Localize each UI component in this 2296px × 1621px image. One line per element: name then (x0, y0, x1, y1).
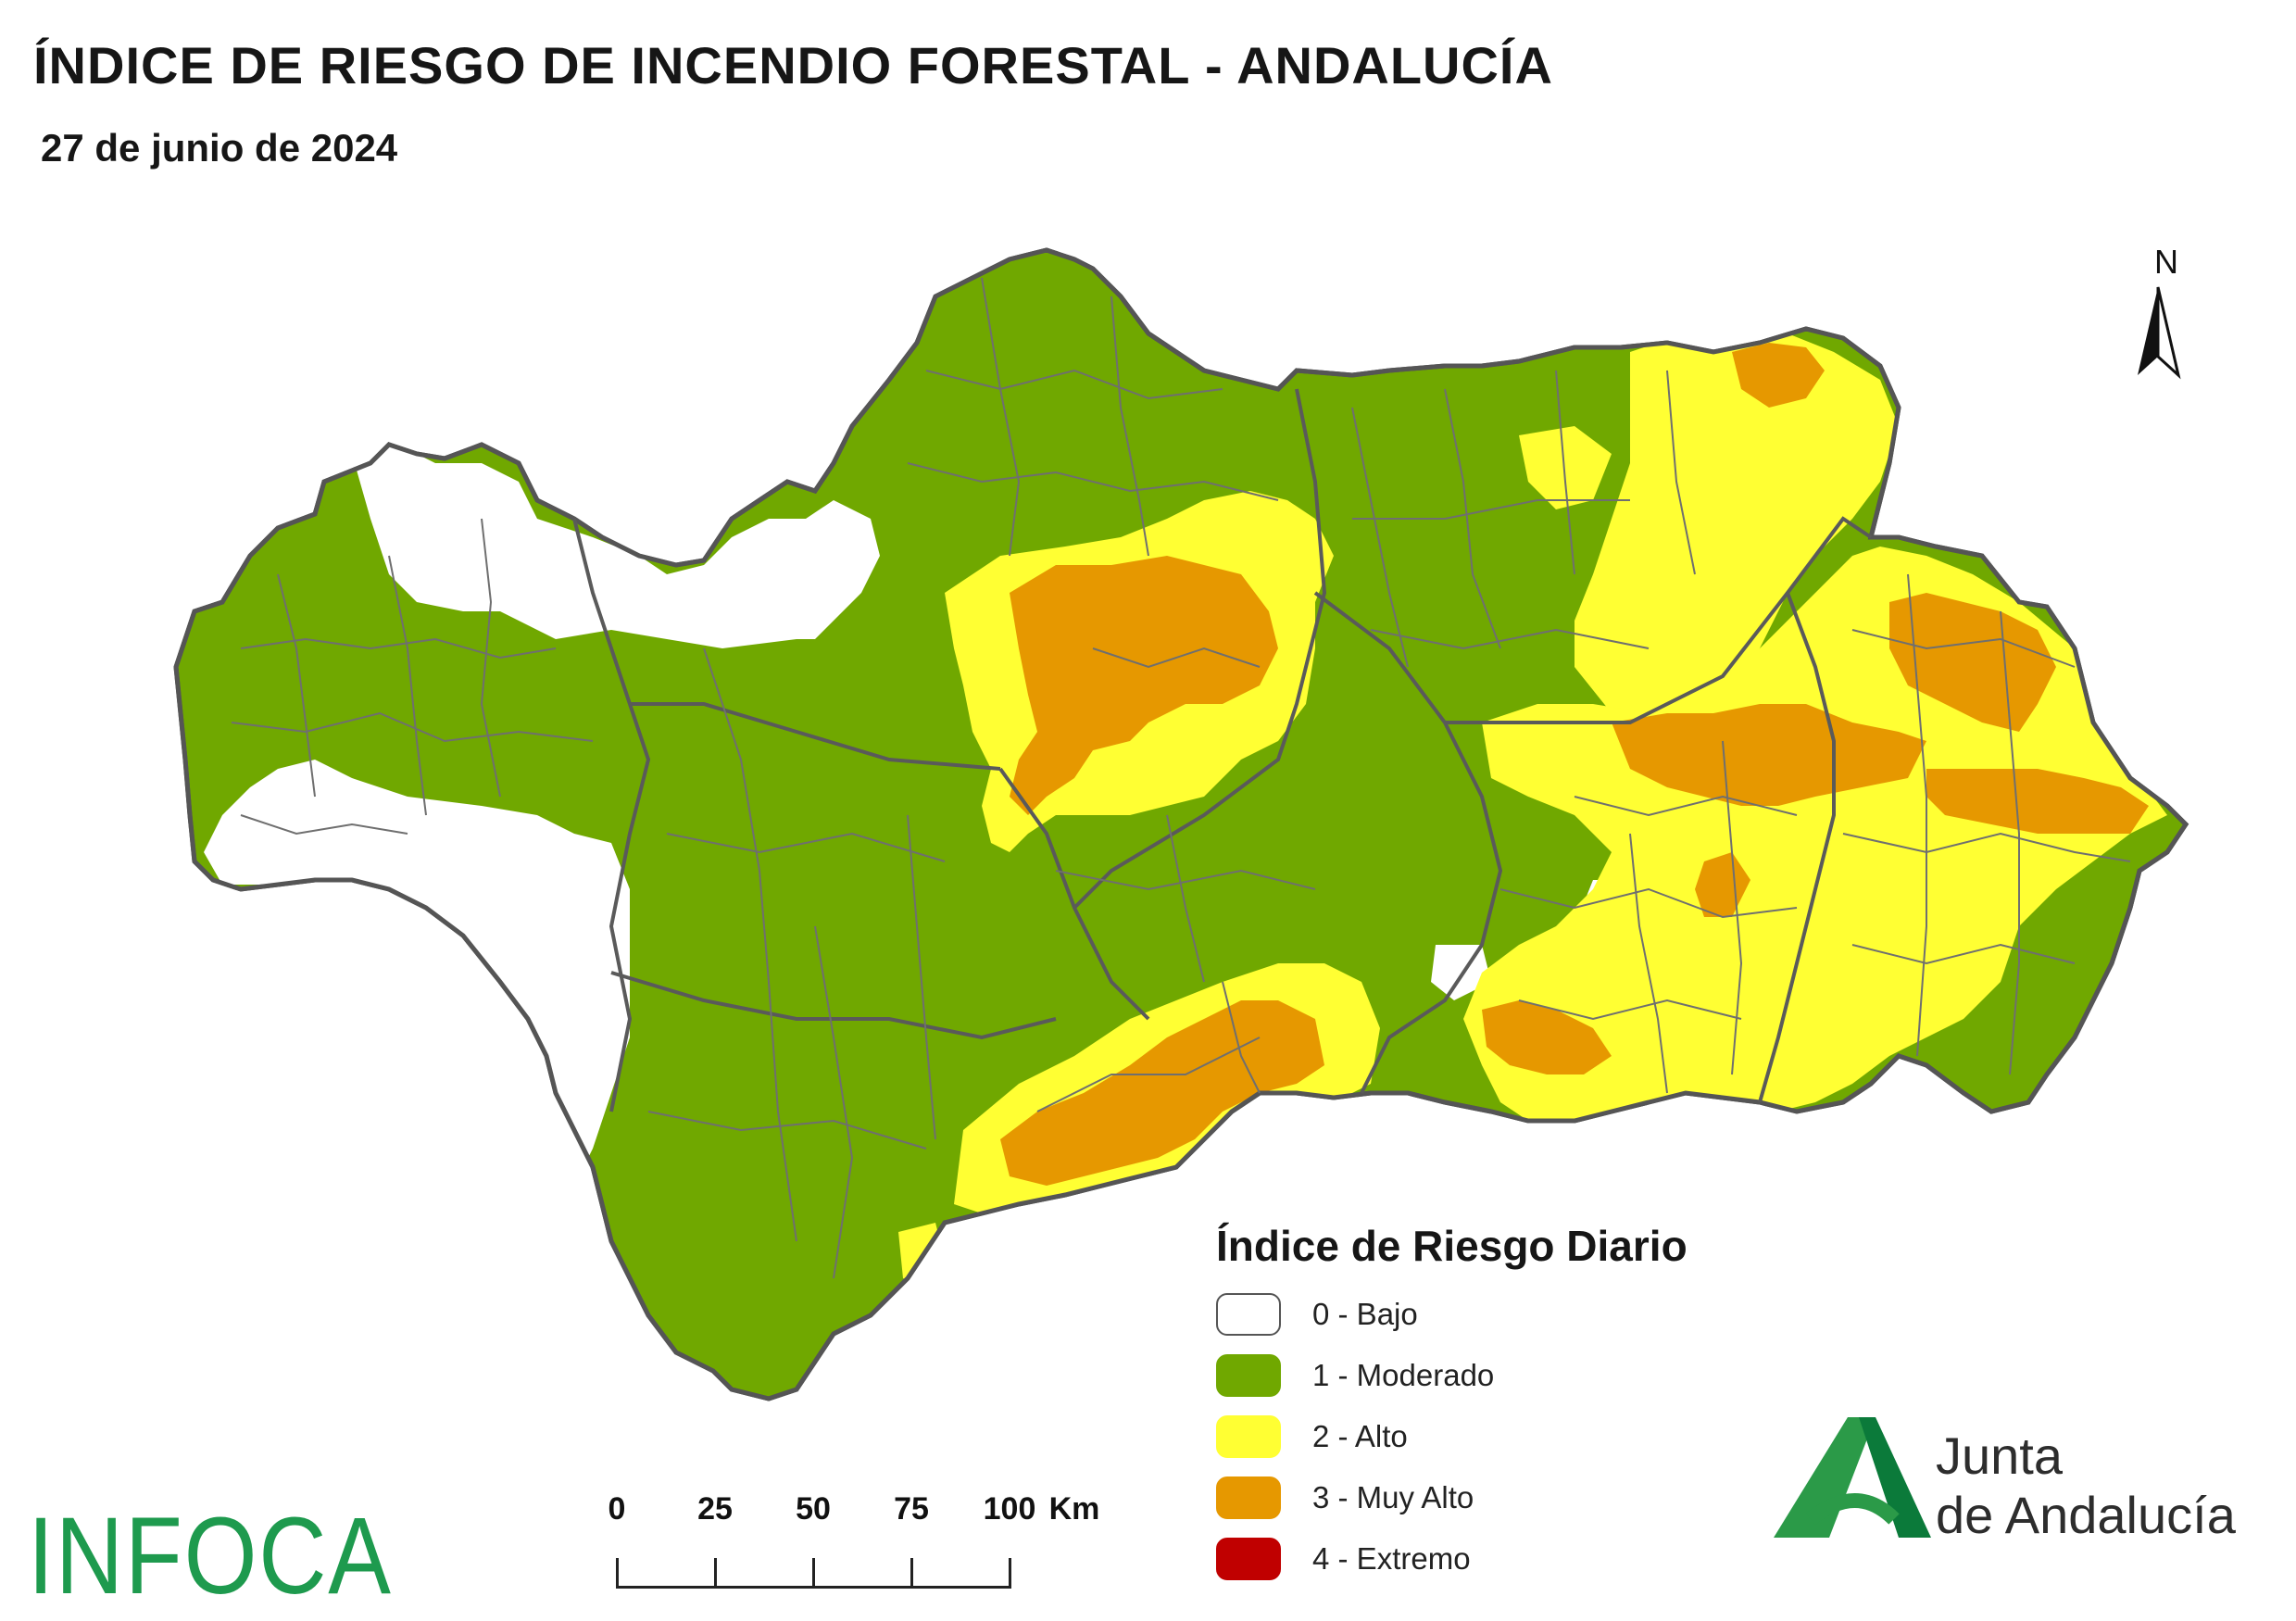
scale-label-0: 0 (608, 1491, 626, 1527)
zone-bajo-sierra (1431, 945, 1491, 1000)
zone-alto-jaen-east (1575, 333, 1899, 723)
legend: Índice de Riesgo Diario 0 - Bajo 1 - Mod… (1216, 1221, 1687, 1597)
junta-andalucia-logo-icon (1774, 1417, 1931, 1538)
scale-label-50: 50 (796, 1491, 831, 1527)
zone-bajo-huelva-coast (204, 760, 630, 1186)
scale-bar: 0 25 50 75 100 Km (602, 1491, 1099, 1602)
legend-swatch-bajo (1216, 1293, 1281, 1336)
scale-tick (1009, 1558, 1011, 1589)
scale-label-25: 25 (697, 1491, 733, 1527)
municipal-boundaries (231, 277, 2131, 1279)
scale-tick (616, 1558, 619, 1589)
zone-muyalto-granada-coast (1482, 1000, 1612, 1074)
legend-item-alto: 2 - Alto (1216, 1414, 1687, 1460)
scale-tick (714, 1558, 717, 1589)
legend-swatch-moderado (1216, 1354, 1281, 1397)
north-label: N (2154, 243, 2178, 281)
region-outline (173, 247, 2189, 1401)
zone-muyalto-almeria (1889, 593, 2056, 732)
infoca-logo: INFOCA (28, 1495, 393, 1617)
legend-item-extremo: 4 - Extremo (1216, 1536, 1687, 1582)
map-title: ÍNDICE DE RIESGO DE INCENDIO FORESTAL - … (33, 36, 1553, 94)
zone-muyalto-granada (1612, 704, 1926, 806)
legend-label-alto: 2 - Alto (1312, 1419, 1408, 1453)
legend-label-muy-alto: 3 - Muy Alto (1312, 1480, 1474, 1514)
province-boundaries (572, 388, 1873, 1112)
scale-tick (812, 1558, 815, 1589)
legend-swatch-alto (1216, 1415, 1281, 1458)
legend-label-extremo: 4 - Extremo (1312, 1541, 1471, 1576)
north-arrow (2138, 286, 2181, 380)
junta-logo-line2: de Andalucía (1936, 1486, 2236, 1544)
junta-logo-line1: Junta (1936, 1426, 2063, 1485)
map-date: 27 de junio de 2024 (41, 126, 398, 170)
legend-swatch-muy-alto (1216, 1476, 1281, 1519)
zone-muyalto-jaen-ne (1732, 343, 1825, 408)
scale-tick (910, 1558, 913, 1589)
legend-label-moderado: 1 - Moderado (1312, 1358, 1495, 1392)
legend-item-bajo: 0 - Bajo (1216, 1291, 1687, 1338)
junta-andalucia-logo-text: Junta de Andalucía (1936, 1426, 2236, 1545)
legend-item-moderado: 1 - Moderado (1216, 1352, 1687, 1399)
legend-swatch-extremo (1216, 1538, 1281, 1580)
zone-muyalto-malaga (1000, 1000, 1324, 1186)
zone-muyalto-cordoba (1010, 556, 1278, 815)
zone-bajo-huelva-north (352, 440, 880, 648)
legend-item-muy-alto: 3 - Muy Alto (1216, 1475, 1687, 1521)
zone-alto-jaen-center (1519, 426, 1612, 509)
scale-label-100: 100 (983, 1491, 1036, 1527)
scale-label-75: 75 (894, 1491, 929, 1527)
scale-unit: Km (1048, 1491, 1100, 1527)
zone-muyalto-almeria-east (1926, 769, 2149, 834)
legend-label-bajo: 0 - Bajo (1312, 1297, 1418, 1331)
legend-title: Índice de Riesgo Diario (1216, 1222, 1687, 1270)
